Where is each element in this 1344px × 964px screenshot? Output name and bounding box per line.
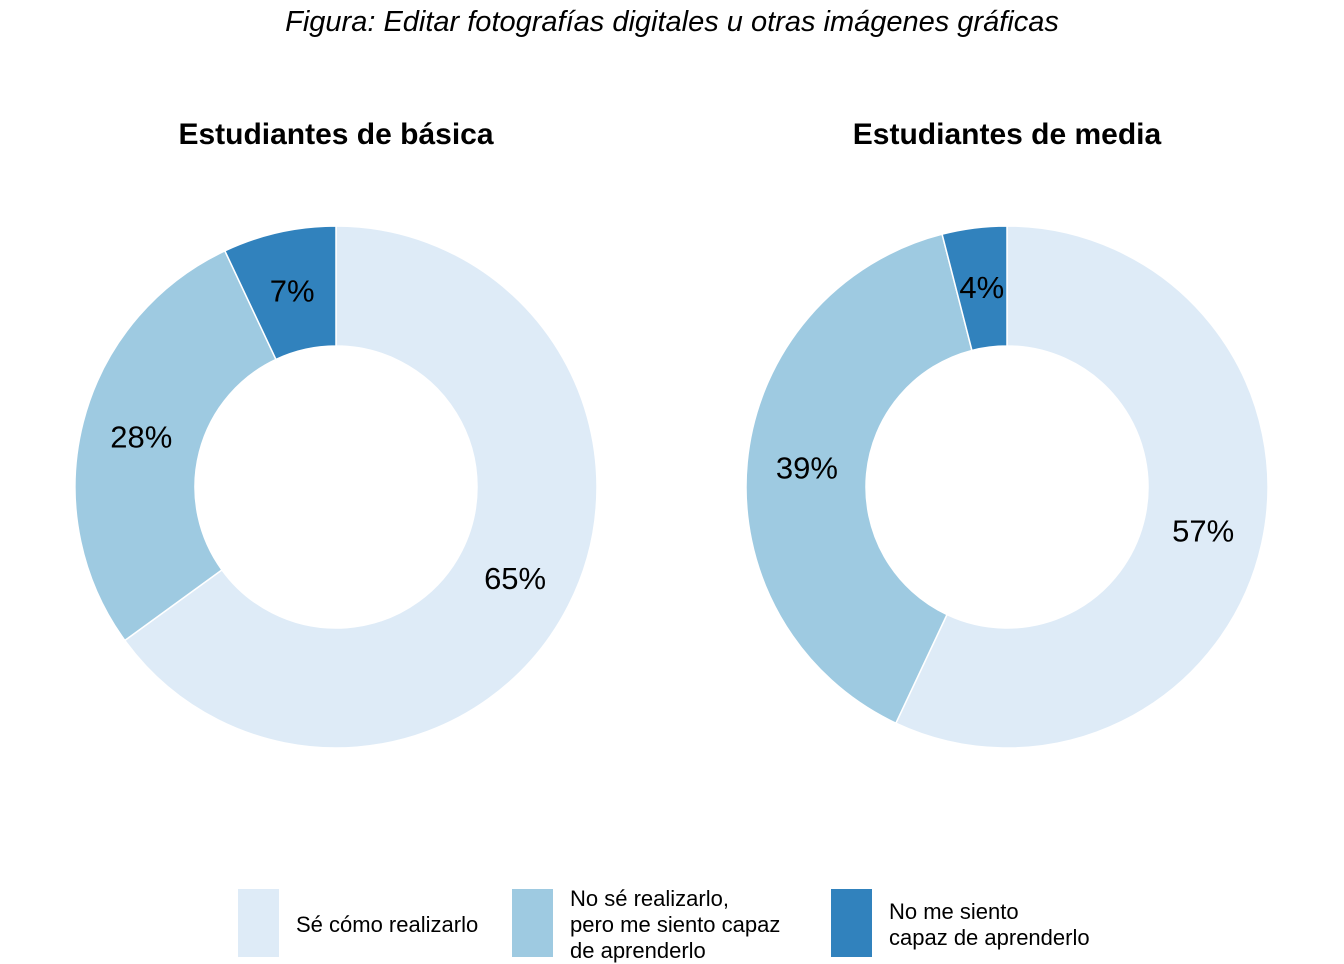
legend-item-no-se-realizarlo: No sé realizarlo, pero me siento capaz d…	[512, 886, 812, 963]
chart-title-basica: Estudiantes de básica	[178, 118, 493, 151]
legend: Sé cómo realizarlo No sé realizarlo, per…	[0, 886, 1344, 963]
slice-media-se-como-realizarlo	[894, 225, 1269, 749]
slice-label-media-3: 4%	[959, 270, 1004, 305]
slice-basica-se-como-realizarlo	[123, 225, 598, 749]
legend-label-se-como: Sé cómo realizarlo	[296, 912, 479, 937]
figure-title: Figura: Editar fotografías digitales u o…	[285, 6, 1059, 38]
slice-label-basica-2: 28%	[110, 420, 172, 455]
slice-label-basica-3: 7%	[270, 273, 315, 308]
legend-item-se-como: Sé cómo realizarlo	[238, 888, 498, 958]
legend-swatch-se-como	[238, 889, 279, 957]
slice-media-no-me-siento-capaz-de-ap	[941, 225, 1008, 352]
slice-label-media-2: 39%	[776, 451, 838, 486]
chart-title-media: Estudiantes de media	[853, 118, 1162, 151]
slice-basica-no-se-realizarlo-pero-me	[74, 249, 277, 642]
legend-swatch-no-se-realizarlo	[512, 889, 553, 957]
slice-media-no-se-realizarlo-pero-me	[745, 233, 973, 725]
donut-chart-media: Estudiantes de media 57% 39% 4%	[745, 118, 1269, 749]
donut-chart-basica: Estudiantes de básica 65% 28% 7%	[74, 118, 598, 749]
legend-item-no-me-siento: No me siento capaz de aprenderlo	[831, 888, 1131, 958]
legend-swatch-no-me-siento	[831, 889, 872, 957]
legend-label-no-me-siento: No me siento capaz de aprenderlo	[889, 899, 1090, 950]
legend-label-no-se-realizarlo: No sé realizarlo, pero me siento capaz d…	[570, 886, 781, 963]
slice-basica-no-me-siento-capaz-de-ap	[223, 225, 337, 361]
slice-label-basica-1: 65%	[484, 561, 546, 596]
slice-label-media-1: 57%	[1172, 513, 1234, 548]
donut-charts: Estudiantes de básica65%28%7%Estudiantes…	[74, 118, 1269, 749]
